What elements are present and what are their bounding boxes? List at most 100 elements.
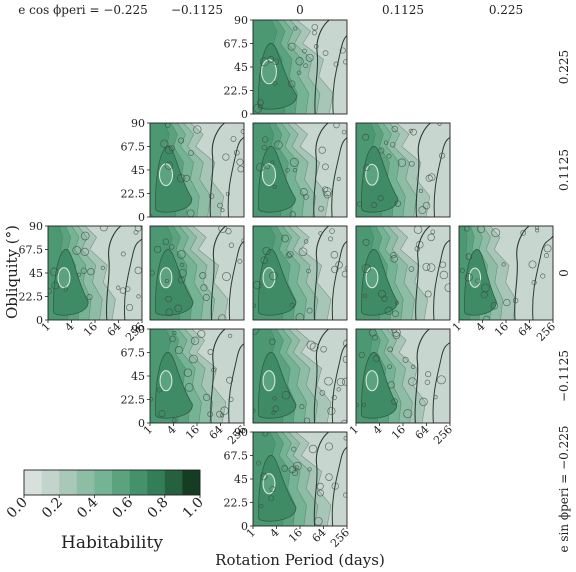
x-tick-label: 16: [389, 423, 408, 442]
panel-frame: [252, 122, 348, 218]
sample-point: [289, 157, 299, 167]
x-tick-label: 64: [105, 320, 124, 339]
colorbar-tick-label: 0.6: [109, 494, 136, 521]
sample-point: [528, 260, 537, 269]
sample-point: [260, 256, 268, 264]
sample-point: [322, 186, 329, 193]
sample-point: [363, 164, 370, 172]
x-tick-label: 64: [310, 526, 329, 545]
sample-point: [330, 251, 339, 259]
sample-point: [422, 262, 431, 271]
colorbar-frame: [23, 469, 201, 496]
colorbar-tick-label: 0.8: [145, 495, 172, 522]
habitability-boundary-line: [433, 239, 450, 320]
sample-point: [193, 125, 202, 134]
habitability-boundary-line: [331, 343, 347, 423]
sample-point: [490, 301, 499, 310]
sample-point: [403, 409, 413, 419]
colorbar-tick-label: 0.0: [4, 495, 31, 522]
sample-point: [408, 266, 415, 272]
sample-point: [174, 346, 183, 355]
y-tick-label: 0: [138, 417, 145, 430]
x-tick-label: 4: [164, 423, 178, 437]
sample-point: [390, 252, 397, 259]
sample-point: [267, 56, 275, 63]
sample-point: [439, 270, 449, 280]
sample-point: [233, 149, 240, 156]
sample-point: [390, 255, 398, 263]
y-tick-label: 67.5: [121, 141, 146, 154]
sample-point: [327, 406, 336, 416]
sample-point: [150, 270, 155, 276]
sample-point: [217, 202, 223, 209]
sample-point: [418, 188, 424, 194]
sample-point: [394, 200, 402, 207]
habitability-boundary-line: [209, 123, 225, 217]
sample-point: [253, 329, 259, 335]
sample-point: [228, 396, 234, 402]
x-tick-label: 4: [267, 526, 281, 540]
panel: [149, 328, 245, 424]
sample-point: [289, 211, 296, 217]
y-tick-label: 45: [234, 473, 248, 486]
sample-point: [292, 461, 302, 471]
sample-point: [411, 364, 416, 369]
x-tick-label: 16: [492, 320, 511, 339]
sample-point: [475, 278, 481, 284]
sample-point: [220, 208, 225, 213]
sample-point: [200, 284, 208, 292]
sample-point: [281, 465, 289, 472]
habitability-boundary-line: [415, 226, 431, 320]
sample-point: [294, 465, 299, 470]
sample-point: [268, 495, 274, 502]
y-tick-label: 45: [131, 370, 145, 383]
sample-point: [384, 306, 393, 315]
contour-hole: [159, 267, 173, 289]
sample-point: [336, 377, 346, 387]
sample-point: [439, 152, 446, 159]
y-tick-label: 0: [241, 520, 248, 533]
sample-point: [80, 231, 90, 241]
sample-point: [269, 271, 278, 281]
sample-point: [172, 331, 177, 336]
sample-point: [501, 262, 506, 267]
sample-point: [172, 418, 177, 423]
sample-point: [316, 489, 324, 497]
y-tick-label: 22.5: [224, 497, 249, 510]
colorbar-tick-label: 0.4: [74, 494, 101, 521]
panel: [252, 328, 348, 424]
sample-point: [343, 436, 347, 441]
x-tick-label: 64: [207, 423, 226, 442]
sample-point: [339, 47, 346, 54]
sample-point: [413, 226, 423, 234]
sample-point: [87, 268, 95, 276]
x-tick-label: 1: [450, 320, 464, 334]
sample-point: [160, 139, 169, 148]
sample-point: [136, 294, 141, 299]
sample-point: [305, 53, 314, 62]
x-tick-label: 1: [244, 526, 258, 540]
sample-point: [483, 315, 490, 320]
panel-frame: [355, 225, 451, 321]
x-tick-label: 4: [62, 320, 76, 334]
habitability-boundary-line: [331, 240, 347, 320]
sample-point: [182, 174, 190, 182]
sample-point: [311, 23, 319, 31]
sample-point: [331, 395, 337, 401]
sample-point: [512, 297, 519, 304]
high-habitability-contour: [361, 249, 398, 316]
colorbar-swatch: [94, 470, 113, 495]
sample-point: [218, 226, 228, 233]
sample-point: [437, 123, 442, 126]
sample-point: [133, 229, 139, 235]
sample-point: [165, 308, 174, 317]
sample-point: [165, 123, 171, 128]
sample-point: [342, 355, 347, 364]
contour-hole: [365, 267, 379, 289]
y-tick-label: 45: [234, 61, 248, 74]
y-tick-label: 22.5: [121, 188, 146, 201]
y-tick-label: 45: [131, 164, 145, 177]
sample-point: [72, 246, 82, 255]
sample-point: [322, 50, 329, 56]
